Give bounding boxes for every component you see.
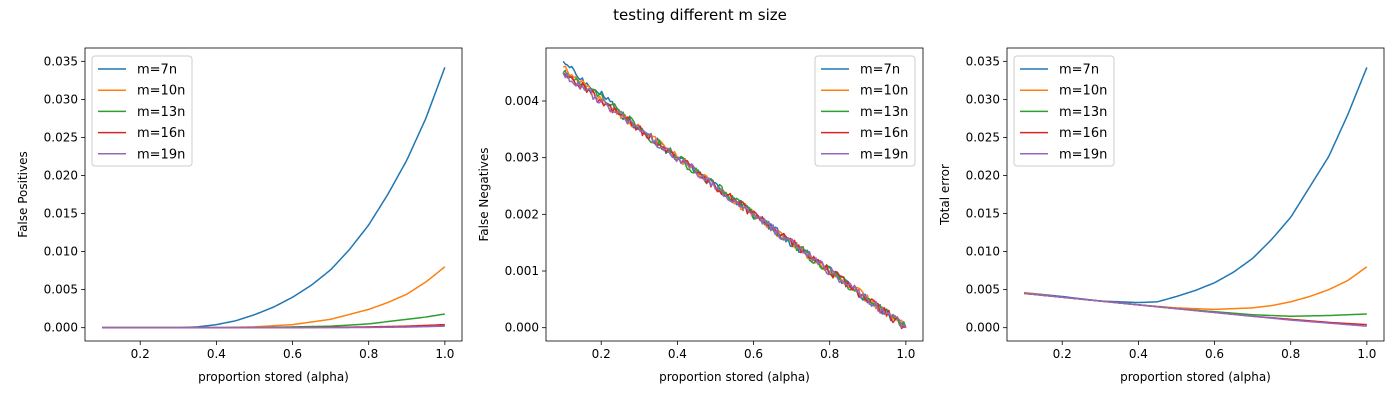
- y-tick-label: 0.020: [966, 168, 1000, 182]
- legend-label: m=19n: [137, 147, 185, 162]
- series-line: [102, 266, 446, 329]
- y-tick-label: 0.020: [44, 168, 78, 182]
- y-tick-label: 0.015: [44, 207, 78, 221]
- y-tick-label: 0.025: [44, 130, 78, 144]
- x-tick-label: 0.2: [131, 347, 150, 361]
- y-tick-label: 0.002: [505, 207, 539, 221]
- y-tick-label: 0.010: [44, 245, 78, 259]
- x-tick-label: 1.0: [435, 347, 454, 361]
- series-line: [1024, 292, 1367, 327]
- y-tick-label: 0.000: [505, 321, 539, 335]
- series-line: [1024, 292, 1367, 317]
- legend-label: m=16n: [137, 126, 185, 141]
- x-tick-label: 0.4: [1129, 347, 1148, 361]
- series-line: [102, 325, 445, 329]
- legend-label: m=7n: [860, 63, 900, 78]
- axes-frame: [1006, 47, 1385, 342]
- y-tick-label: 0.001: [505, 264, 539, 278]
- axes-frame: [545, 47, 924, 342]
- x-tick-label: 0.2: [1053, 347, 1072, 361]
- series-line: [562, 69, 907, 328]
- x-tick-label: 0.6: [1205, 347, 1224, 361]
- legend: m=7n m=10n m=13n m=16n m=19n: [814, 55, 916, 167]
- series-line: [562, 72, 907, 330]
- x-tick-label: 1.0: [896, 347, 915, 361]
- x-axis-label: proportion stored (alpha): [198, 370, 349, 384]
- legend-box: [814, 55, 916, 167]
- legend-label: m=16n: [1059, 126, 1107, 141]
- y-tick-label: 0.005: [44, 283, 78, 297]
- x-axis-label: proportion stored (alpha): [1120, 370, 1271, 384]
- y-tick-label: 0.030: [44, 92, 78, 106]
- legend-label: m=19n: [860, 147, 908, 162]
- figure-title: testing different m size: [613, 6, 787, 24]
- legend-box: [91, 55, 193, 167]
- x-tick-label: 0.6: [283, 347, 302, 361]
- legend-label: m=13n: [860, 105, 908, 120]
- x-tick-label: 0.8: [820, 347, 839, 361]
- legend: m=7n m=10n m=13n m=16n m=19n: [1013, 55, 1115, 167]
- legend-label: m=7n: [137, 63, 177, 78]
- chart-panel-2: 0.2 0.4 0.6 0.8 1.0 0.000 0.001 0.002 0.003 0.004…: [477, 47, 924, 384]
- legend-label: m=10n: [860, 84, 908, 99]
- chart-panel-3: 0.2 0.4 0.6 0.8 1.0 0.000 0.005 0.010 0.015 0.020…: [938, 47, 1385, 384]
- legend-label: m=13n: [137, 105, 185, 120]
- y-tick-label: 0.035: [44, 54, 78, 68]
- x-tick-label: 0.8: [359, 347, 378, 361]
- y-tick-label: 0.015: [966, 207, 1000, 221]
- y-tick-label: 0.035: [966, 54, 1000, 68]
- y-axis-label: False Negatives: [477, 147, 491, 241]
- legend-label: m=16n: [860, 126, 908, 141]
- y-tick-label: 0.025: [966, 130, 1000, 144]
- legend-label: m=10n: [137, 84, 185, 99]
- legend-label: m=10n: [1059, 84, 1107, 99]
- legend-label: m=7n: [1059, 63, 1099, 78]
- legend-label: m=19n: [1059, 147, 1107, 162]
- y-tick-label: 0.004: [505, 94, 539, 108]
- x-tick-label: 0.4: [207, 347, 226, 361]
- x-tick-label: 0.2: [592, 347, 611, 361]
- x-tick-label: 0.8: [1281, 347, 1300, 361]
- x-tick-label: 0.6: [744, 347, 763, 361]
- y-tick-label: 0.003: [505, 151, 539, 165]
- y-axis-label: False Positives: [16, 151, 30, 237]
- y-tick-label: 0.010: [966, 245, 1000, 259]
- legend-label: m=13n: [1059, 105, 1107, 120]
- y-tick-label: 0.030: [966, 92, 1000, 106]
- x-tick-label: 1.0: [1357, 347, 1376, 361]
- x-tick-label: 0.4: [668, 347, 687, 361]
- y-axis-label: Total error: [938, 164, 952, 226]
- axes-frame: [84, 47, 463, 342]
- series-line: [562, 72, 907, 329]
- x-axis-label: proportion stored (alpha): [659, 370, 810, 384]
- legend-box: [1013, 55, 1115, 167]
- legend: m=7n m=10n m=13n m=16n m=19n: [91, 55, 193, 167]
- chart-panel-1: 0.2 0.4 0.6 0.8 1.0 0.000 0.005 0.010 0.015 0.020…: [16, 47, 463, 384]
- y-tick-label: 0.000: [44, 321, 78, 335]
- series-line: [1024, 266, 1368, 311]
- y-tick-label: 0.005: [966, 283, 1000, 297]
- y-tick-label: 0.000: [966, 321, 1000, 335]
